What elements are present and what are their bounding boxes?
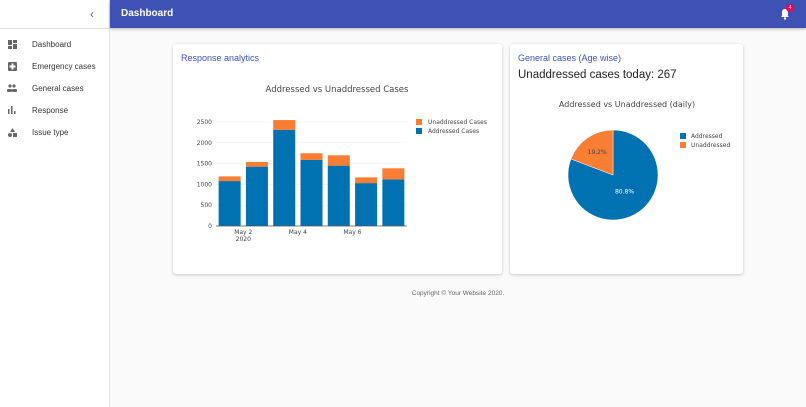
- bar-unaddressed: [355, 177, 378, 184]
- bar-addressed: [300, 159, 323, 226]
- bar-addressed: [355, 183, 378, 226]
- x-tick-label: May 2: [234, 229, 252, 236]
- pie-label: 19.2%: [588, 149, 607, 156]
- sidebar-item-emergency-cases[interactable]: Emergency cases: [0, 55, 110, 77]
- legend-label: Unaddressed Cases: [428, 119, 487, 126]
- bar-addressed: [245, 166, 268, 226]
- y-tick-label: 500: [201, 202, 213, 209]
- chevron-left-icon[interactable]: ‹: [90, 7, 94, 21]
- pie-slice-addressed: [567, 129, 659, 221]
- legend-swatch: [416, 128, 422, 134]
- y-tick-label: 2000: [197, 140, 212, 147]
- legend-label: Unaddressed: [691, 142, 730, 149]
- hospital-icon: [7, 61, 17, 71]
- x-tick-label: May 6: [343, 229, 361, 236]
- pie-label: 80.8%: [615, 189, 634, 196]
- copyright: Copyright © Your Website 2020.: [411, 290, 505, 297]
- chart-title: Addressed vs Unaddressed (daily): [559, 100, 695, 109]
- bar-unaddressed: [273, 120, 296, 130]
- bar-unaddressed: [382, 168, 405, 180]
- card-title: General cases (Age wise): [518, 53, 622, 63]
- sidebar-item-label: Issue type: [32, 127, 69, 137]
- bar-addressed: [382, 179, 405, 226]
- bar-unaddressed: [245, 161, 268, 167]
- legend-label: Addressed Cases: [428, 128, 479, 135]
- bar-addressed: [218, 181, 241, 226]
- pie-slice-unaddressed: [570, 129, 614, 176]
- legend-label: Addressed: [691, 133, 723, 140]
- sidebar: ‹ Dashboard Emergency cases General case…: [0, 0, 110, 407]
- y-tick-label: 2500: [197, 119, 212, 126]
- sidebar-item-label: Dashboard: [32, 39, 72, 49]
- bar-addressed: [327, 165, 350, 226]
- unaddressed-today: Unaddressed cases today: 267: [518, 69, 677, 81]
- app-bar: Dashboard 4: [110, 0, 806, 28]
- category-icon: [7, 127, 17, 137]
- x-tick-sublabel: 2020: [236, 236, 251, 243]
- sidebar-item-label: Emergency cases: [32, 61, 96, 71]
- legend-swatch: [680, 133, 686, 139]
- card-title: Response analytics: [181, 53, 260, 63]
- bar-chart-icon: [7, 105, 17, 115]
- y-tick-label: 1000: [197, 181, 212, 188]
- bar-unaddressed: [218, 176, 241, 182]
- sidebar-item-issue-type[interactable]: Issue type: [0, 121, 110, 143]
- notification-badge: 4: [786, 4, 794, 12]
- people-icon: [7, 83, 17, 93]
- bar-addressed: [273, 129, 296, 226]
- sidebar-item-dashboard[interactable]: Dashboard: [0, 33, 110, 55]
- sidebar-item-response[interactable]: Response: [0, 99, 110, 121]
- chart-title: Addressed vs Unaddressed Cases: [266, 85, 409, 95]
- y-tick-label: 0: [208, 223, 212, 230]
- dashboard-icon: [7, 39, 17, 49]
- legend-swatch: [680, 142, 686, 148]
- legend-swatch: [416, 119, 422, 125]
- sidebar-item-general-cases[interactable]: General cases: [0, 77, 110, 99]
- bar-unaddressed: [327, 155, 350, 166]
- divider: [0, 28, 110, 29]
- page-title: Dashboard: [121, 8, 174, 19]
- bar-unaddressed: [300, 153, 323, 160]
- sidebar-item-label: General cases: [32, 83, 84, 93]
- sidebar-item-label: Response: [32, 105, 69, 115]
- y-tick-label: 1500: [197, 161, 212, 168]
- x-tick-label: May 4: [289, 229, 307, 236]
